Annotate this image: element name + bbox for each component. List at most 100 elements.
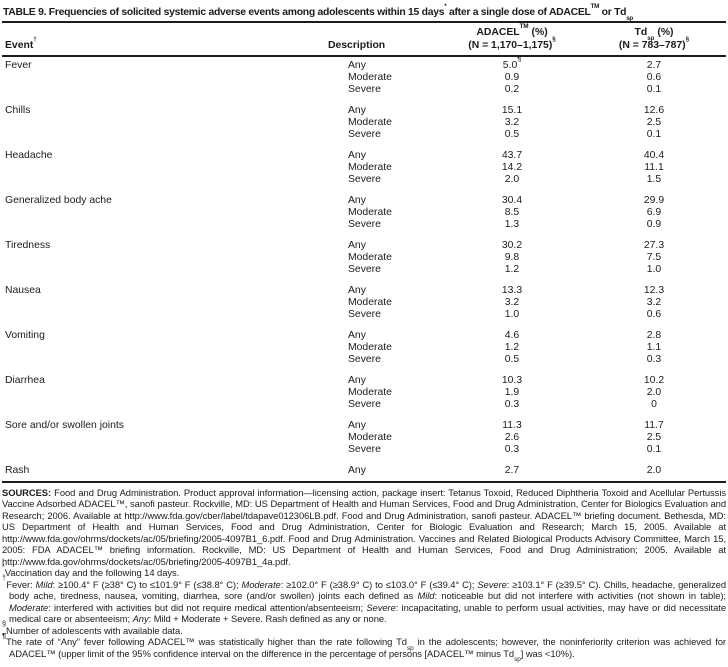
header-row-2: Event† Description (N = 1,170–1,175)§ (N…: [2, 35, 726, 55]
description-cell: Moderate: [348, 207, 392, 218]
event-cell: Vomiting: [5, 330, 45, 341]
adacel-value-cell: 1.2: [504, 342, 520, 353]
description-cell: Moderate: [348, 432, 392, 443]
event-group: Chills Any 15.1 12.6 Moderate 3.2 2.5 Severe 0.5…: [2, 105, 726, 141]
table-row: Severe 1.0 0.6: [2, 309, 726, 321]
td-value-cell: 12.3: [643, 285, 665, 296]
event-cell: [2, 162, 328, 174]
event-cell: [2, 174, 328, 186]
event-cell: [2, 297, 328, 309]
table-row: Moderate 2.6 2.5: [2, 432, 726, 444]
event-cell: [2, 309, 328, 321]
adacel-value-cell: 1.2: [504, 264, 520, 275]
event-cell: [2, 252, 328, 264]
description-cell: Severe: [348, 219, 381, 230]
event-cell: [2, 219, 328, 231]
col-event-header: Event†: [5, 35, 37, 51]
table-row: Diarrhea Any 10.3 10.2: [2, 375, 726, 387]
td-value-cell: 0.3: [646, 354, 662, 365]
adacel-value-cell: 2.0: [504, 174, 520, 185]
td-value-cell: 0.6: [646, 309, 662, 320]
adacel-value-cell: 1.0: [504, 309, 520, 320]
description-cell: Severe: [348, 84, 381, 95]
header-spacer-event: [2, 27, 328, 39]
table-row: Moderate 3.2 3.2: [2, 297, 726, 309]
td-value-cell: 0: [651, 399, 657, 410]
table-row: Fever Any 5.0¶ 2.7: [2, 56, 726, 72]
td-value-cell: 0.1: [646, 84, 662, 95]
event-cell: Fever: [5, 60, 32, 71]
table-row: Rash Any 2.7 2.0: [2, 465, 726, 477]
td-value-cell: 40.4: [643, 150, 665, 161]
adacel-value-cell: 0.2: [504, 84, 520, 95]
description-cell: Severe: [348, 174, 381, 185]
adacel-value-cell: 3.2: [504, 117, 520, 128]
adacel-value-cell: 9.8: [504, 252, 520, 263]
event-group: Vomiting Any 4.6 2.8 Moderate 1.2 1.1 Severe 0.5…: [2, 330, 726, 366]
event-cell: Generalized body ache: [5, 195, 112, 206]
td-value-cell: 2.5: [646, 117, 662, 128]
event-cell: Nausea: [5, 285, 41, 296]
event-group: Tiredness Any 30.2 27.3 Moderate 9.8 7.5 Severe…: [2, 240, 726, 276]
description-cell: Severe: [348, 444, 381, 455]
footnote-asterisk: *Vaccination day and the following 14 da…: [2, 561, 180, 579]
description-cell: Any: [348, 465, 366, 476]
event-cell: [2, 432, 328, 444]
table-row: Severe 0.3 0.1: [2, 444, 726, 456]
description-cell: Moderate: [348, 387, 392, 398]
pilcrow-marker: ¶: [517, 55, 522, 63]
td-value-cell: 2.5: [646, 432, 662, 443]
table-body: Fever Any 5.0¶ 2.7 Moderate 0.9 0.6 Severe 0.2 0.…: [2, 56, 726, 481]
adacel-value-cell: 1.3: [504, 219, 520, 230]
description-cell: Any: [348, 195, 366, 206]
td-value-cell: 1.5: [646, 174, 662, 185]
description-cell: Any: [348, 420, 366, 431]
event-cell: Diarrhea: [5, 375, 45, 386]
event-group: Headache Any 43.7 40.4 Moderate 14.2 11.1 Sever…: [2, 150, 726, 186]
header-row-1: ADACELTM (%) Tdsp (%): [2, 23, 726, 42]
adacel-value-cell: 2.7: [504, 465, 520, 476]
table-row: Nausea Any 13.3 12.3: [2, 285, 726, 297]
td-value-cell: 10.2: [643, 375, 665, 386]
td-value-cell: 2.7: [646, 60, 662, 71]
table-row: Moderate 3.2 2.5: [2, 117, 726, 129]
table-title: TABLE 9. Frequencies of solicited system…: [3, 2, 633, 22]
header-rule: [2, 55, 726, 57]
adacel-value-cell: 30.2: [501, 240, 523, 251]
td-value-cell: 6.9: [646, 207, 662, 218]
event-cell: Rash: [5, 465, 30, 476]
event-cell: [2, 342, 328, 354]
description-cell: Severe: [348, 399, 381, 410]
event-cell: [2, 117, 328, 129]
event-cell: Sore and/or swollen joints: [5, 420, 124, 431]
td-value-cell: 29.9: [643, 195, 665, 206]
col-td-header: Tdsp (%): [634, 27, 674, 42]
adacel-value-cell: 11.3: [502, 420, 522, 431]
event-cell: [2, 84, 328, 96]
td-value-cell: 0.9: [646, 219, 662, 230]
adacel-value-cell: 0.5: [504, 129, 520, 140]
description-cell: Moderate: [348, 162, 392, 173]
table-row: Severe 0.3 0: [2, 399, 726, 411]
table-row: Moderate 9.8 7.5: [2, 252, 726, 264]
table-row: Moderate 1.2 1.1: [2, 342, 726, 354]
description-cell: Any: [348, 285, 366, 296]
col-adacel-n: (N = 1,170–1,175)§: [468, 35, 556, 51]
description-cell: Any: [348, 105, 366, 116]
table-row: Moderate 8.5 6.9: [2, 207, 726, 219]
event-cell: Headache: [5, 150, 53, 161]
header-spacer-description: [328, 27, 442, 39]
td-value-cell: 27.3: [643, 240, 665, 251]
td-value-cell: 11.1: [644, 162, 664, 173]
description-cell: Moderate: [348, 72, 392, 83]
description-cell: Severe: [348, 354, 381, 365]
td-value-cell: 12.6: [643, 105, 665, 116]
table-row: Generalized body ache Any 30.4 29.9: [2, 195, 726, 207]
adacel-value-cell: 3.2: [504, 297, 520, 308]
event-group: Fever Any 5.0¶ 2.7 Moderate 0.9 0.6 Severe 0.2 0.…: [2, 56, 726, 96]
table-row: Severe 2.0 1.5: [2, 174, 726, 186]
footnote-section: §Number of adolescents with available da…: [2, 619, 183, 636]
td-value-cell: 2.8: [646, 330, 662, 341]
description-cell: Any: [348, 375, 366, 386]
td-value-cell: 2.0: [646, 465, 662, 476]
